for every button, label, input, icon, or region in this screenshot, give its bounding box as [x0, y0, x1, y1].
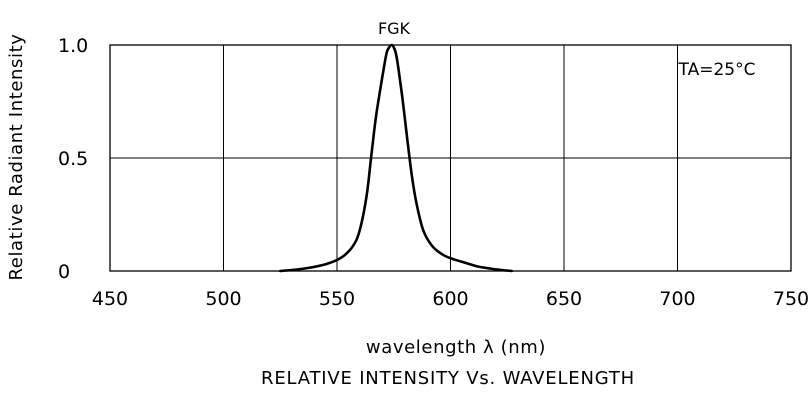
chart-caption: RELATIVE INTENSITY Vs. WAVELENGTH [261, 368, 635, 389]
x-tick-label: 450 [92, 288, 128, 310]
x-axis-title: wavelength λ (nm) [366, 337, 546, 358]
y-axis-title: Relative Radiant Intensity [6, 33, 27, 280]
x-tick-label: 750 [773, 288, 809, 310]
series-line-fgk [278, 43, 514, 273]
y-tick-label: 0 [58, 261, 70, 283]
x-tick-label: 650 [546, 288, 582, 310]
y-tick-label: 1.0 [58, 35, 88, 57]
grid-layer [109, 44, 792, 272]
x-tick-label: 500 [205, 288, 241, 310]
x-tick-label: 700 [659, 288, 695, 310]
x-tick-label: 550 [319, 288, 355, 310]
ticks-layer: 450 500 550 600 650 700 750 0 0.5 1.0 [58, 35, 809, 310]
x-tick-label: 600 [432, 288, 468, 310]
series-layer [278, 43, 514, 273]
series-label: FGK [378, 19, 411, 38]
temperature-annotation: TA=25°C [678, 60, 756, 80]
y-tick-label: 0.5 [58, 148, 88, 170]
